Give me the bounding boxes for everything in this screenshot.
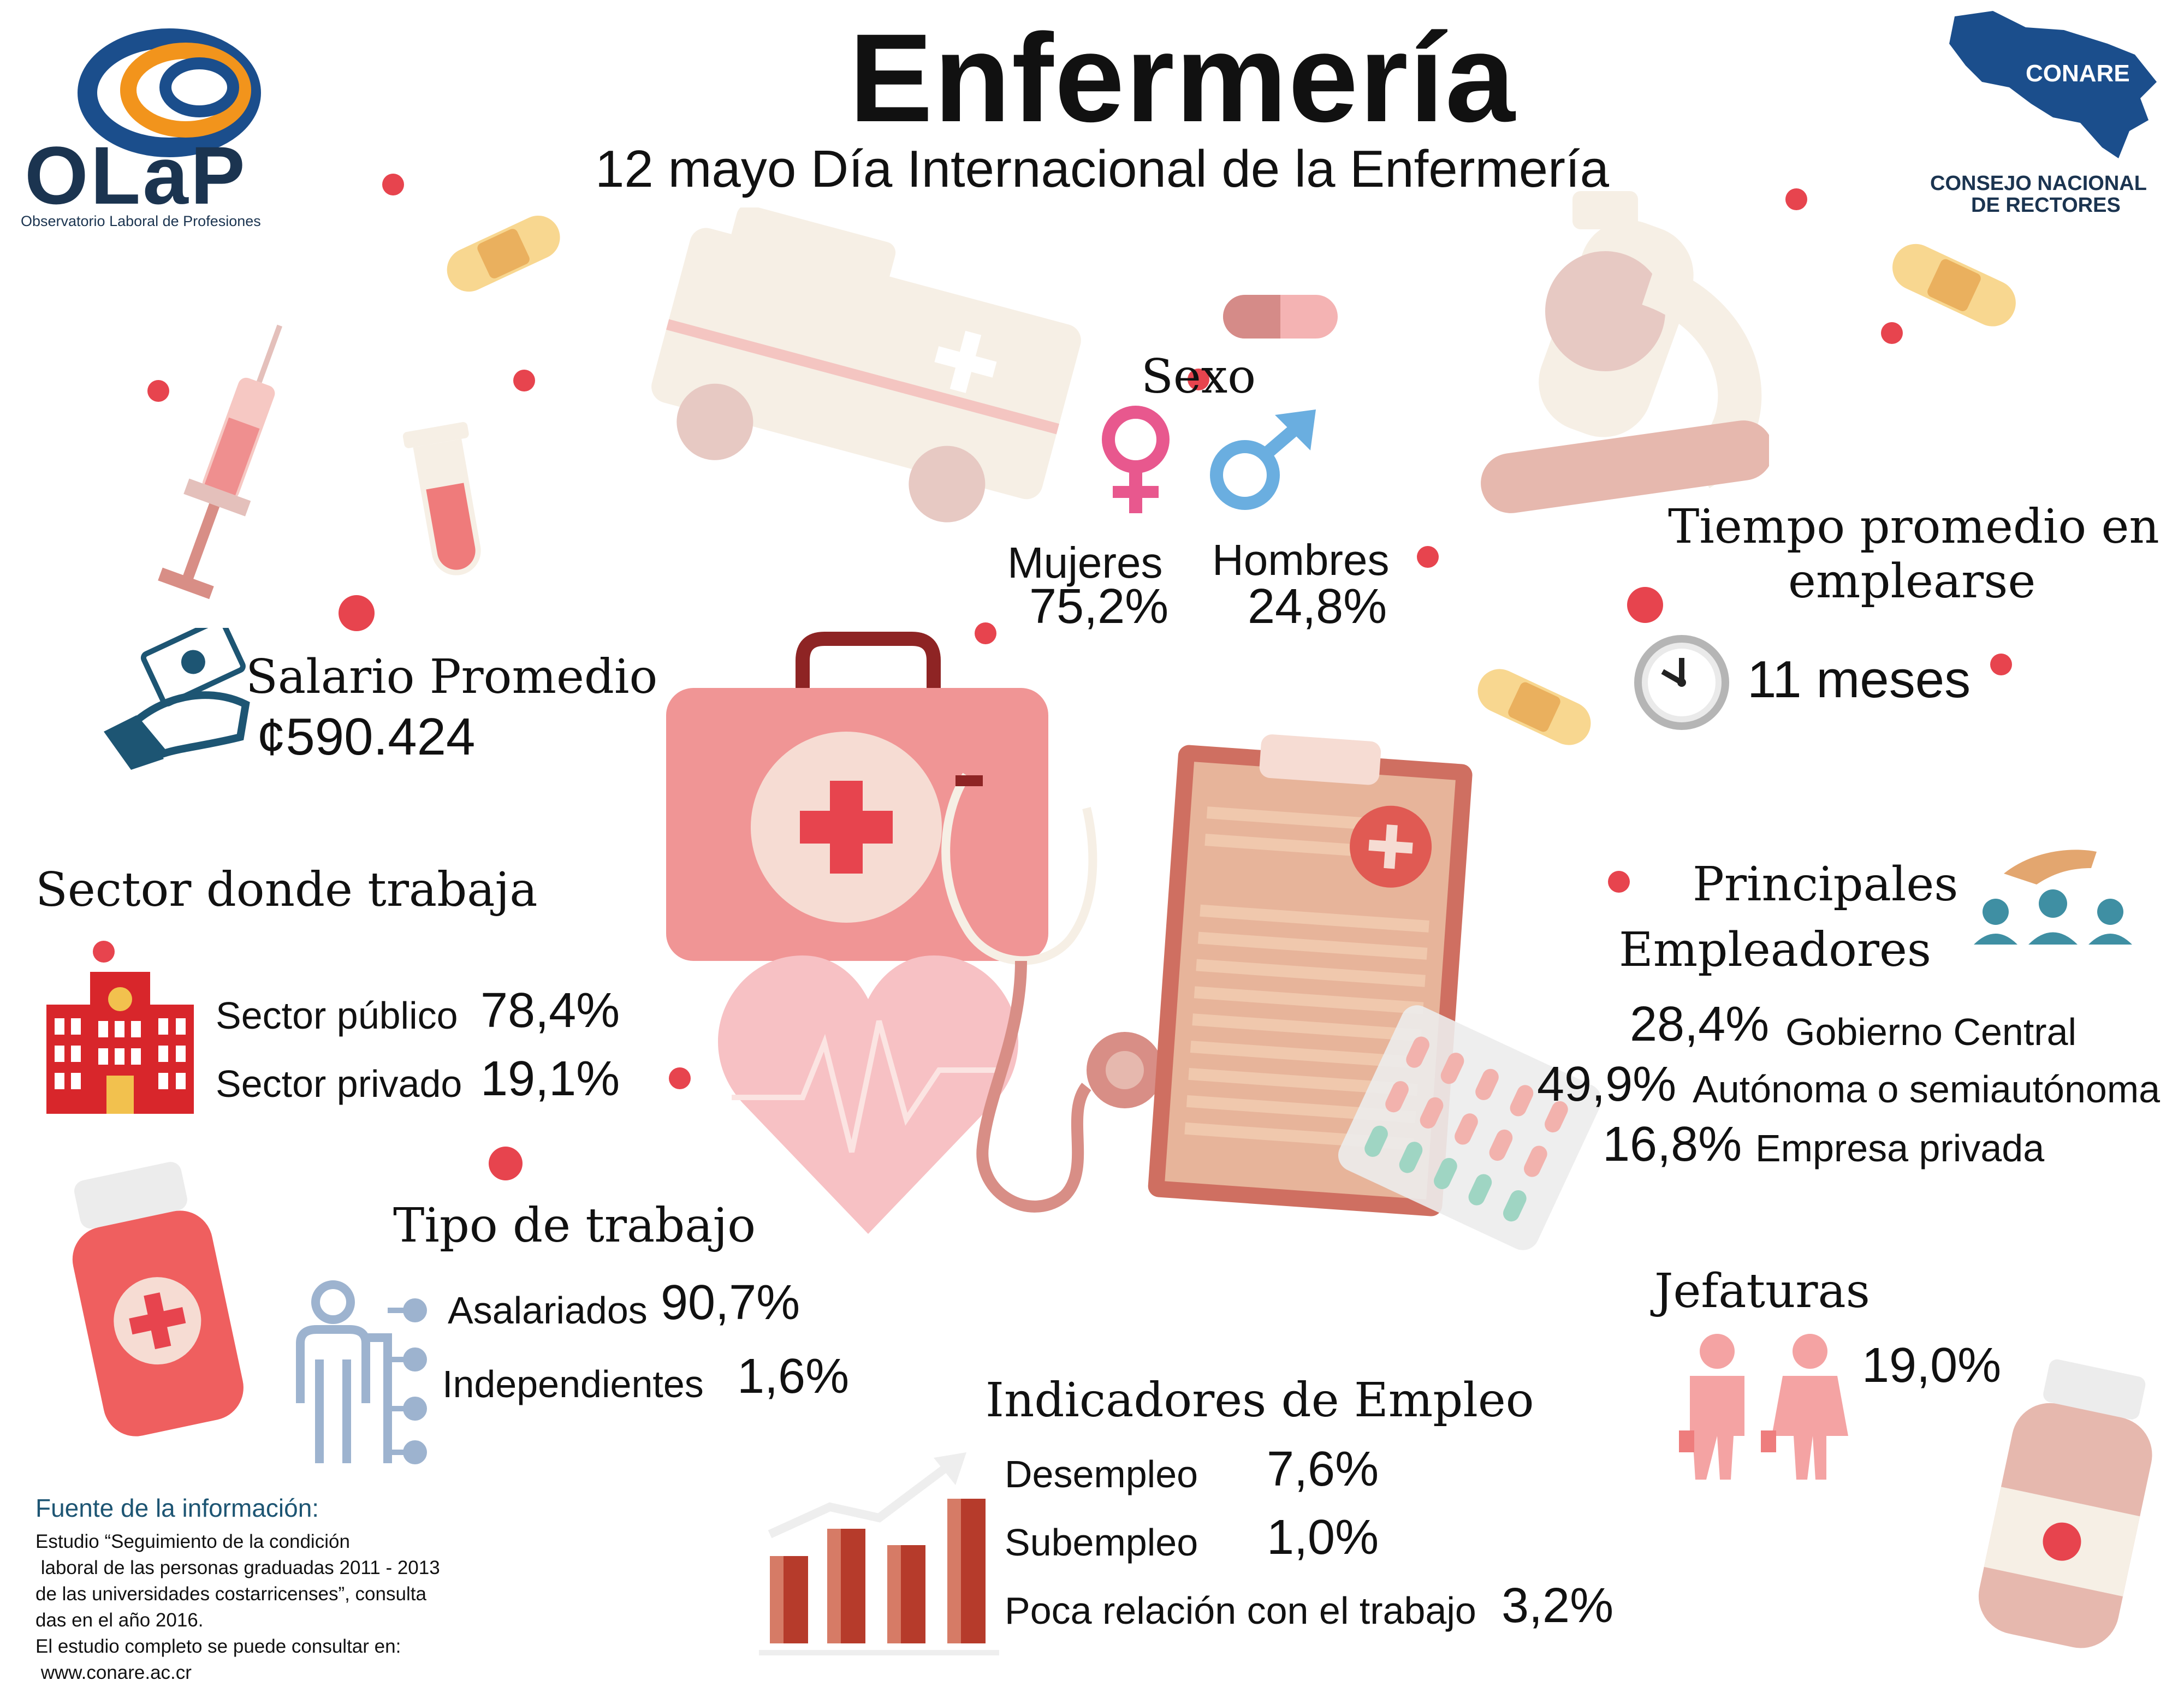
conare-caption-1: CONSEJO NACIONAL [1930,172,2147,195]
bandage-icon [1469,661,1600,756]
money-hand-icon [104,617,262,773]
indicadores-heading: Indicadores de Empleo [986,1373,1534,1428]
independientes-label: Independientes [442,1363,704,1405]
syringe-icon [147,311,311,620]
subempleo-label: Subempleo [1005,1521,1198,1564]
fuente-line: laboral de las personas graduadas 2011 -… [35,1557,440,1578]
female-symbol-icon [1092,404,1179,521]
sector-privado-label: Sector privado [216,1062,462,1105]
mujeres-value: 75,2% [1029,579,1169,634]
mujeres-label: Mujeres [1007,538,1163,587]
asalariados-label: Asalariados [448,1289,648,1332]
microscope-icon [1463,175,1773,560]
tiempo-heading-2: emplearse [1788,554,2036,609]
empleador-2-label: Autónoma o semiautónoma [1693,1068,2161,1111]
empleador-3-value: 16,8% [1603,1117,1742,1172]
sector-privado-value: 19,1% [480,1052,620,1106]
tiempo-heading-1: Tiempo promedio en [1668,500,2159,554]
desempleo-value: 7,6% [1267,1442,1379,1497]
conare-name: CONARE [2026,60,2130,87]
jefaturas-heading: Jefaturas [1654,1264,1870,1319]
fuente-line: El estudio completo se puede consultar e… [35,1636,401,1657]
olap-name: OLaP [25,129,247,221]
desempleo-label: Desempleo [1005,1453,1198,1495]
subempleo-value: 1,0% [1267,1510,1379,1565]
fuente-text: Estudio “Seguimiento de la condición lab… [35,1529,440,1686]
poca-relacion-label: Poca relación con el trabajo [1005,1589,1476,1632]
empleadores-heading-2: Empleadores [1619,923,1932,977]
olap-logo [22,22,295,240]
independientes-value: 1,6% [737,1349,850,1404]
fuente-line: Estudio “Seguimiento de la condición [35,1531,350,1552]
sector-heading: Sector donde trabaja [35,863,538,917]
sector-publico-label: Sector público [216,994,458,1037]
fuente-link[interactable]: www.conare.ac.cr [35,1662,192,1683]
stethoscope-icon [923,764,1196,1237]
asalariados-value: 90,7% [661,1275,800,1330]
jefaturas-value: 19,0% [1862,1338,2002,1393]
tipo-heading: Tipo de trabajo [393,1198,756,1253]
worker-network-icon [284,1278,431,1477]
salario-value: ¢590.424 [257,708,476,766]
medicine-bottle-icon [60,1157,246,1444]
empleador-2-value: 49,9% [1537,1057,1677,1112]
male-symbol-icon [1207,409,1321,516]
bandage-icon [1884,235,2026,336]
fuente-line: das en el año 2016. [35,1610,204,1631]
hombres-value: 24,8% [1248,579,1387,634]
test-tube-icon [393,415,502,592]
hospital-building-icon [46,966,194,1117]
managers-icon [1668,1332,1854,1482]
tiempo-value: 11 meses [1747,650,1971,709]
hombres-label: Hombres [1212,536,1390,584]
clock-icon [1633,633,1731,734]
poca-relacion-value: 3,2% [1502,1578,1614,1633]
pill-icon [1218,284,1343,352]
fuente-line: de las universidades costarricenses”, co… [35,1583,426,1605]
fuente-heading: Fuente de la información: [35,1494,319,1522]
sector-publico-value: 78,4% [480,983,620,1038]
conare-caption-2: DE RECTORES [1971,194,2121,217]
conare-map-logo [1944,5,2162,169]
empleador-1-label: Gobierno Central [1785,1011,2077,1053]
employer-hand-people-icon [1971,841,2135,947]
salario-heading: Salario Promedio [246,650,658,704]
olap-rings-icon [78,28,261,157]
page-title: Enfermería [849,8,1516,148]
bar-chart-growth-icon [759,1447,999,1668]
pills-blister-icon [1338,1005,1602,1258]
heart-pulse-icon [710,945,1026,1242]
page-subtitle: 12 mayo Día Internacional de la Enfermer… [595,140,1609,198]
empleador-1-value: 28,4% [1630,997,1770,1052]
empleadores-heading-1: Principales [1693,857,1959,912]
ambulance-icon [617,205,1108,549]
medicine-bottle-icon [1977,1354,2162,1663]
sexo-heading: Sexo [1141,349,1256,404]
olap-tagline: Observatorio Laboral de Profesiones [21,213,261,229]
empleador-3-label: Empresa privada [1755,1127,2045,1169]
bandage-icon [437,207,568,298]
